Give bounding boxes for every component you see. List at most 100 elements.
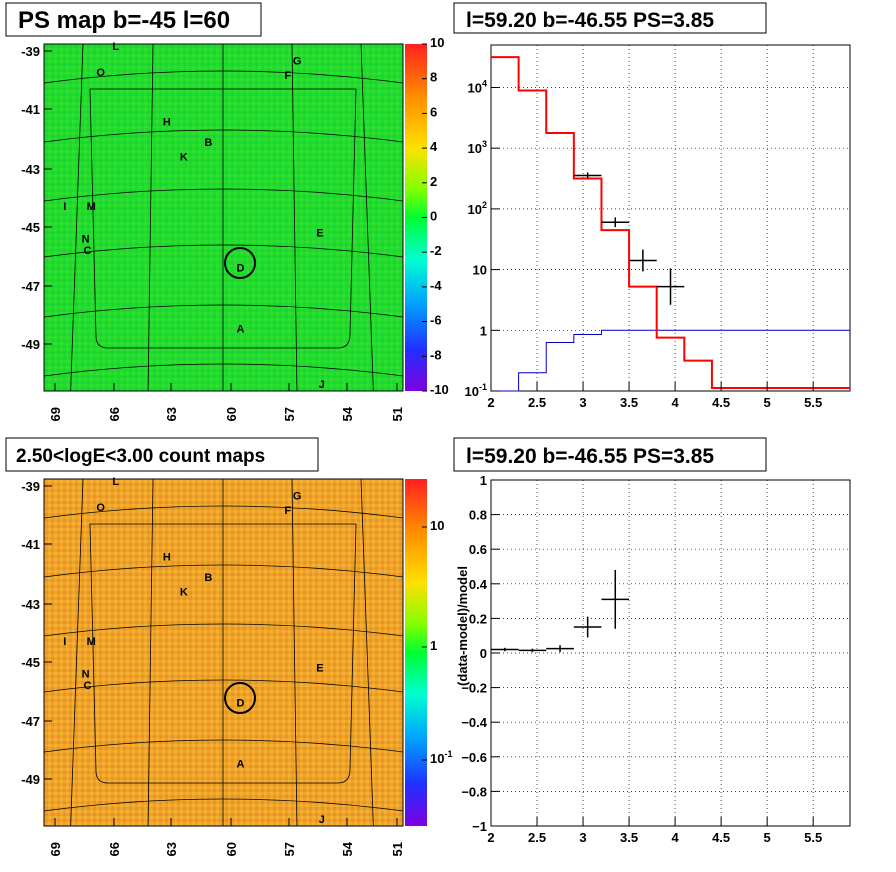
target-circle [224, 247, 256, 279]
source-label-L: L [112, 476, 119, 488]
source-label-C: C [83, 245, 91, 257]
y-tick-label: -39 [21, 44, 40, 59]
source-label-M: M [87, 636, 96, 648]
y-tick-label: 1 [480, 323, 487, 338]
colorbar-tick-label: 1 [430, 638, 437, 653]
x-tick-label: 69 [48, 407, 63, 421]
source-label-D: D [237, 262, 245, 274]
y-tick-label: 0.4 [469, 577, 488, 592]
colorbar-tick-label: 4 [430, 139, 438, 154]
y-tick-label: 0.8 [469, 508, 487, 523]
parallel-arc [43, 363, 404, 377]
ps-map-colorbar-ticks: 10 8 6 4 2 0 -2 -4 -6 -8 -10 [422, 35, 449, 397]
y-tick-label: -43 [21, 597, 40, 612]
colorbar-tick-label: -10 [430, 382, 449, 397]
source-label-D: D [237, 697, 245, 709]
source-label-K: K [180, 152, 188, 164]
x-tick-label: 51 [390, 407, 405, 421]
count-map-panel: L O GF H B K I M NC E D A J 10 1 10-1 69 66 63 60 57 54 51 -… [21, 476, 452, 857]
spectrum-data-points [573, 172, 685, 305]
y-tick-label: -49 [21, 337, 40, 352]
x-tick-label: 51 [390, 842, 405, 856]
model-red-histogram [491, 56, 850, 389]
ps-map-coord-grid [43, 43, 404, 392]
title-top-left: PS map b=-45 l=60 [18, 7, 230, 34]
x-tick-label: 69 [48, 842, 63, 856]
meridian-line [70, 478, 84, 827]
spectrum-grid [491, 45, 850, 391]
colorbar-tick-label: 10-1 [430, 749, 452, 766]
x-tick-label: 2.5 [528, 395, 546, 410]
source-label-I: I [63, 201, 66, 213]
count-map-colorbar [405, 479, 427, 826]
y-tick-label: 0 [480, 646, 487, 661]
colorbar-tick-label: -6 [430, 313, 442, 328]
source-label-F: F [284, 505, 291, 517]
x-tick-label: 66 [107, 842, 122, 856]
x-tick-label: 60 [224, 842, 239, 856]
source-label-L: L [112, 41, 119, 53]
y-tick-label: −0.6 [461, 750, 487, 765]
y-tick-label: -41 [21, 537, 40, 552]
ps-map-source-labels: L O GF H B K I M NC E D A J [63, 41, 325, 391]
source-label-E: E [316, 227, 323, 239]
meridian-line [147, 478, 154, 827]
count-map-x-ticks: 69 66 63 60 57 54 51 [48, 818, 405, 856]
spectrum-x-ticks: 2 2.5 3 3.5 4 4.5 5 5.5 [487, 382, 822, 410]
count-map-y-ticks: -39 -41 -43 -45 -47 -49 [21, 479, 52, 787]
y-tick-label: -43 [21, 162, 40, 177]
y-tick-label: 0.6 [469, 542, 487, 557]
residual-panel: 2 2.5 3 3.5 4 4.5 5 5.5 1 0.8 0.6 0.4 0.2 0 −0.2 −0.4 −… [455, 473, 851, 845]
target-circle [224, 682, 256, 714]
x-tick-label: 4.5 [712, 395, 730, 410]
residual-data-points [491, 569, 630, 653]
residual-grid [491, 480, 850, 826]
y-tick-label: 103 [468, 139, 487, 156]
spectrum-panel: 2 2.5 3 3.5 4 4.5 5 5.5 10-1 1 10 102 103 104 [465, 44, 851, 410]
meridian-line [291, 43, 298, 392]
source-label-H: H [163, 117, 171, 129]
x-tick-label: 4.5 [712, 830, 730, 845]
x-tick-label: 57 [282, 407, 297, 421]
source-label-O: O [96, 502, 105, 514]
ps-map-colorbar [405, 44, 427, 391]
parallel-arc [43, 304, 404, 318]
parallel-arc [43, 505, 404, 519]
title-box-bottom-left: 2.50<logE<3.00 count maps [5, 437, 319, 472]
x-tick-label: 63 [164, 842, 179, 856]
ps-map-heatmap [44, 44, 403, 391]
spectrum-y-ticks: 10-1 1 10 102 103 104 [465, 78, 500, 399]
x-tick-label: 2.5 [528, 830, 546, 845]
source-label-K: K [180, 587, 188, 599]
y-tick-label: -47 [21, 279, 40, 294]
parallel-arc [43, 70, 404, 84]
source-label-J: J [319, 814, 325, 826]
y-tick-label: 102 [468, 200, 487, 217]
title-box-top-left: PS map b=-45 l=60 [5, 2, 262, 37]
parallel-arc [43, 798, 404, 812]
source-label-B: B [204, 572, 212, 584]
y-tick-label: 10-1 [465, 382, 487, 399]
x-tick-label: 54 [340, 406, 355, 421]
parallel-arc [43, 188, 404, 202]
y-tick-label: -41 [21, 102, 40, 117]
x-tick-label: 4 [671, 830, 679, 845]
parallel-arc [43, 679, 404, 693]
meridian-line [360, 43, 374, 392]
source-label-H: H [163, 552, 171, 564]
y-tick-label: 104 [468, 78, 487, 95]
meridian-line [70, 43, 84, 392]
spectrum-series [491, 56, 850, 392]
y-tick-label: -45 [21, 220, 40, 235]
y-tick-label: −0.2 [461, 681, 487, 696]
colorbar-tick-label: -4 [430, 278, 442, 293]
residual-y-ticks: 1 0.8 0.6 0.4 0.2 0 −0.2 −0.4 −0.6 −0.8 −1 [461, 473, 500, 834]
x-tick-label: 3 [579, 830, 586, 845]
source-label-C: C [83, 680, 91, 692]
x-tick-label: 3 [579, 395, 586, 410]
parallel-arc [43, 244, 404, 258]
y-tick-label: -49 [21, 772, 40, 787]
parallel-arc [43, 739, 404, 753]
source-label-A: A [237, 324, 245, 336]
